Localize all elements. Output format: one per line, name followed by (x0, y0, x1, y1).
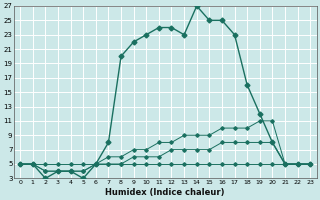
X-axis label: Humidex (Indice chaleur): Humidex (Indice chaleur) (106, 188, 225, 197)
